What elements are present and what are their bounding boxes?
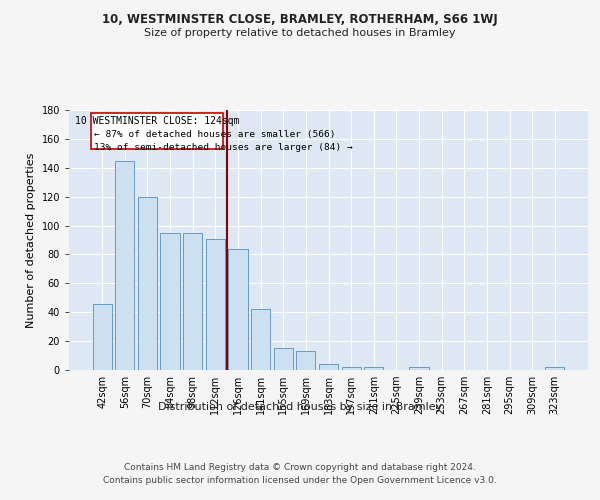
Text: 13% of semi-detached houses are larger (84) →: 13% of semi-detached houses are larger (… <box>94 142 352 152</box>
Bar <box>296 351 316 370</box>
Text: 10 WESTMINSTER CLOSE: 124sqm: 10 WESTMINSTER CLOSE: 124sqm <box>75 116 239 126</box>
Bar <box>274 348 293 370</box>
Text: Distribution of detached houses by size in Bramley: Distribution of detached houses by size … <box>158 402 442 412</box>
Bar <box>545 367 565 370</box>
Text: ← 87% of detached houses are smaller (566): ← 87% of detached houses are smaller (56… <box>94 130 335 139</box>
Bar <box>92 304 112 370</box>
Text: 10, WESTMINSTER CLOSE, BRAMLEY, ROTHERHAM, S66 1WJ: 10, WESTMINSTER CLOSE, BRAMLEY, ROTHERHA… <box>102 12 498 26</box>
Bar <box>138 196 157 370</box>
Bar <box>251 310 270 370</box>
Text: Contains HM Land Registry data © Crown copyright and database right 2024.: Contains HM Land Registry data © Crown c… <box>124 462 476 471</box>
Bar <box>229 248 248 370</box>
Bar <box>341 367 361 370</box>
FancyBboxPatch shape <box>91 113 223 149</box>
Bar <box>364 367 383 370</box>
Bar <box>206 238 225 370</box>
Bar <box>160 233 180 370</box>
Bar <box>319 364 338 370</box>
Text: Contains public sector information licensed under the Open Government Licence v3: Contains public sector information licen… <box>103 476 497 485</box>
Bar <box>409 367 428 370</box>
Y-axis label: Number of detached properties: Number of detached properties <box>26 152 36 328</box>
Text: Size of property relative to detached houses in Bramley: Size of property relative to detached ho… <box>144 28 456 38</box>
Bar <box>115 160 134 370</box>
Bar <box>183 233 202 370</box>
